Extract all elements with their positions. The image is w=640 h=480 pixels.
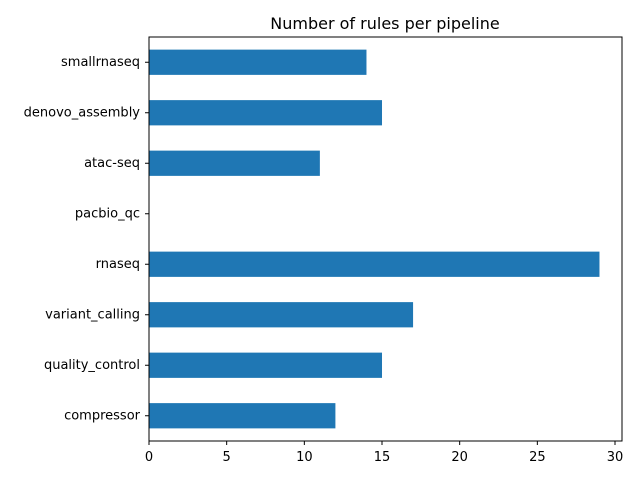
bar-denovo_assembly <box>149 100 383 126</box>
x-tick-label: 25 <box>529 450 546 465</box>
x-axis-ticks: 0 5 10 15 20 25 30 <box>145 441 623 465</box>
x-tick-label: 20 <box>451 450 468 465</box>
y-tick-label: denovo_assembly <box>24 105 141 120</box>
x-tick-label: 30 <box>607 450 624 465</box>
y-tick-label: rnaseq <box>96 257 140 272</box>
y-tick-label: quality_control <box>44 358 140 373</box>
chart-title: Number of rules per pipeline <box>270 14 499 33</box>
y-tick-label: variant_calling <box>45 307 140 322</box>
y-tick-label: atac-seq <box>84 156 140 171</box>
bar-quality_control <box>149 352 383 378</box>
bar-variant_calling <box>149 302 414 328</box>
bars-group <box>149 49 600 429</box>
y-tick-label: smallrnaseq <box>61 55 140 70</box>
y-axis-ticks: smallrnaseq denovo_assembly atac-seq pacbio… <box>24 55 149 423</box>
x-tick-label: 0 <box>145 450 153 465</box>
bar-atac-seq <box>149 150 320 176</box>
y-tick-label: pacbio_qc <box>75 206 140 221</box>
y-tick-label: compressor <box>64 408 141 423</box>
plot-area-frame <box>148 36 623 442</box>
x-tick-label: 10 <box>296 450 313 465</box>
bar-compressor <box>149 403 336 429</box>
bar-rnaseq <box>149 251 600 277</box>
x-tick-label: 5 <box>223 450 231 465</box>
x-tick-label: 15 <box>374 450 391 465</box>
bar-smallrnaseq <box>149 49 367 75</box>
